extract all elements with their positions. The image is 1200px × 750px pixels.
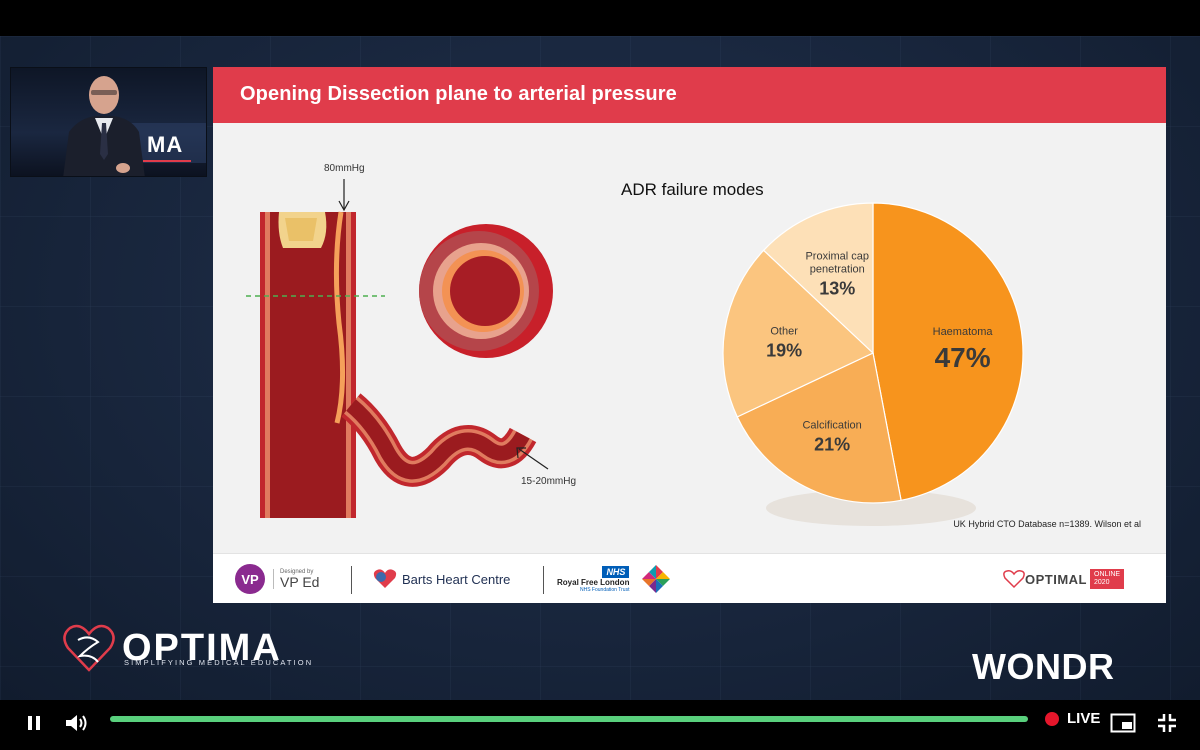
optima-brand: OPTIMA SIMPLIFYING MEDICAL EDUCATION (62, 618, 311, 678)
online-label: ONLINE (1094, 570, 1121, 578)
volume-button[interactable] (62, 708, 92, 738)
progress-bar[interactable] (110, 716, 1028, 722)
exit-fullscreen-button[interactable] (1152, 708, 1182, 738)
presentation-slide: Opening Dissection plane to arterial pre… (213, 67, 1166, 603)
designed-by-name: VP Ed (280, 574, 320, 590)
pressure-high-label: 80mmHg (324, 163, 365, 174)
live-label[interactable]: LIVE (1067, 710, 1101, 727)
pie-label: penetration (810, 263, 865, 275)
pie-label: Haematoma (933, 326, 994, 338)
chart-title: ADR failure modes (621, 180, 764, 199)
presenter-badge: MA (147, 132, 184, 157)
pressure-low-label: 15-20mmHg (521, 476, 577, 487)
video-stage[interactable]: MA Opening Dissection plane to arterial … (0, 36, 1200, 700)
footer-divider (543, 566, 544, 594)
pause-icon (28, 716, 40, 730)
live-indicator-icon (1045, 712, 1059, 726)
designed-by-label: Designed by (280, 569, 314, 575)
online-year: 2020 (1094, 579, 1110, 586)
online-badge: ONLINE 2020 (1090, 568, 1125, 590)
barts-label: Barts Heart Centre (402, 571, 511, 587)
slide-header: Opening Dissection plane to arterial pre… (213, 67, 1166, 123)
royal-free-logo: NHS Royal Free London NHS Foundation Tru… (557, 564, 630, 594)
vp-mark: VP (235, 564, 265, 594)
nhs-badge: NHS (602, 565, 630, 578)
artery-illustration (246, 179, 553, 518)
wondr-wordmark: WONDR (972, 646, 1115, 687)
pie-slice-haematoma (872, 202, 1024, 502)
volume-icon (66, 715, 87, 731)
pie-value-label: 13% (819, 278, 855, 298)
pie-label: Calcification (802, 420, 861, 432)
pie-label: Proximal cap (805, 250, 869, 262)
pie-value-label: 47% (935, 342, 991, 373)
picture-in-picture-button[interactable] (1108, 708, 1138, 738)
presenter-badge-underline (143, 160, 191, 162)
slide-footer: VP Designed by VP Ed Barts Heart Centre … (213, 553, 1166, 603)
optimal-heart-icon (1003, 570, 1025, 589)
slide-title: Opening Dissection plane to arterial pre… (240, 83, 677, 105)
presenter-illustration (63, 76, 206, 176)
barts-logo: Barts Heart Centre (373, 564, 510, 594)
optima-tagline: SIMPLIFYING MEDICAL EDUCATION (124, 658, 314, 667)
optimal-online-logo: OPTIMAL ONLINE 2020 (1003, 564, 1125, 594)
slide-body: 80mmHg 15-20mmHg ADR failure modes Haema… (213, 123, 1166, 553)
picture-in-picture-icon (1110, 713, 1136, 733)
optima-heart-icon (63, 624, 115, 672)
royal-free-sub: NHS Foundation Trust (579, 586, 630, 593)
pie-value-label: 19% (766, 340, 802, 360)
pie-label: Other (770, 325, 798, 337)
optima-wordmark: OPTIMA (122, 626, 282, 669)
optimal-label: OPTIMAL (1025, 571, 1087, 587)
diamond-logo-icon (642, 565, 670, 593)
royal-free-label: Royal Free London (557, 577, 630, 587)
vped-logo: VP Designed by VP Ed (235, 564, 319, 594)
pie-chart: Haematoma 47% Calcification 21% Other 19% Prox… (722, 202, 1024, 526)
player-controls: LIVE (0, 700, 1200, 750)
footer-divider (351, 566, 352, 594)
pause-button[interactable] (19, 708, 49, 738)
pie-slice-calcification (736, 352, 902, 504)
pie-slice-proximal-cap-penetration (762, 202, 874, 355)
source-note: UK Hybrid CTO Database n=1389. Wilson et… (953, 519, 1141, 529)
pie-slice-other (722, 249, 875, 418)
top-black-bar (0, 0, 1200, 36)
presenter-video: MA (10, 67, 207, 177)
exit-fullscreen-icon (1158, 714, 1176, 732)
pie-reflection (766, 490, 976, 526)
heart-icon (373, 569, 397, 588)
pie-value-label: 21% (814, 435, 850, 455)
